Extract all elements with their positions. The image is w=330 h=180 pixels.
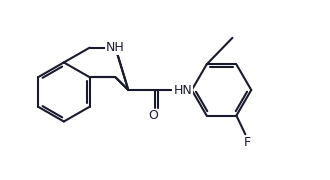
Text: NH: NH: [106, 41, 125, 54]
Text: HN: HN: [174, 84, 192, 96]
Text: O: O: [148, 109, 158, 122]
Text: F: F: [244, 136, 251, 149]
